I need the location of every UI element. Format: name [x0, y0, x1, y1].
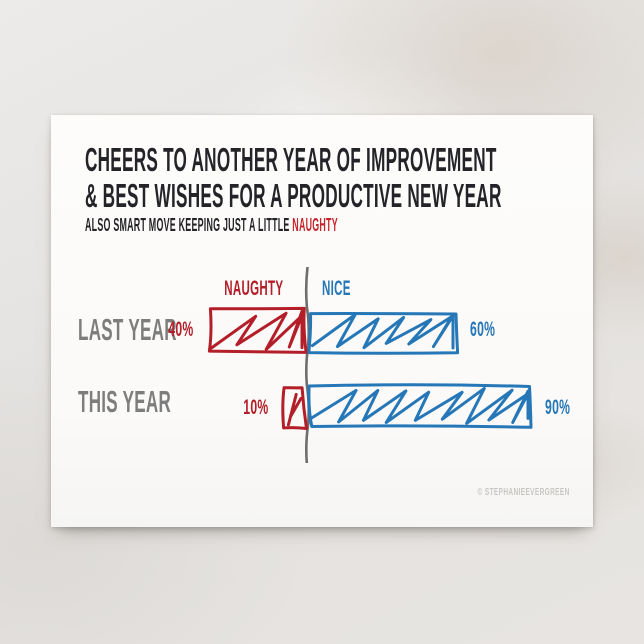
naughty-nice-chart: NAUGHTY NICE LAST YEAR 40% 60% THIS YEAR 10%…	[51, 115, 593, 527]
watermark-credit: © STEPHANIEEVERGREEN	[477, 486, 570, 498]
naughty-bar	[207, 306, 308, 354]
category-label: LAST YEAR	[78, 312, 177, 347]
headline-line-1-text: CHEERS TO ANOTHER YEAR OF IMPROVEMENT	[85, 141, 497, 178]
headline-line-2: & BEST WISHES FOR A PRODUCTIVE NEW YEAR	[85, 179, 644, 212]
subtitle: ALSO SMART MOVE KEEPING JUST A LITTLE NA…	[85, 214, 612, 235]
naughty-value-label: 40%	[168, 318, 194, 341]
chart-rows: LAST YEAR 40% 60% THIS YEAR 10% 90%	[51, 115, 593, 527]
postcard: CHEERS TO ANOTHER YEAR OF IMPROVEMENT & …	[51, 115, 593, 527]
subtitle-highlight: NAUGHTY	[292, 214, 338, 235]
naughty-column-label: NAUGHTY	[223, 277, 283, 300]
category-label: THIS YEAR	[78, 384, 172, 419]
naughty-value-label: 10%	[243, 396, 269, 419]
nice-bar	[307, 312, 460, 355]
headline-line-1: CHEERS TO ANOTHER YEAR OF IMPROVEMENT	[85, 143, 644, 176]
naughty-bar	[281, 386, 308, 430]
nice-column-label: NICE	[322, 277, 351, 300]
nice-value-label: 90%	[545, 396, 571, 419]
nice-bar	[307, 383, 533, 429]
nice-value-label: 60%	[470, 318, 496, 341]
subtitle-text: ALSO SMART MOVE KEEPING JUST A LITTLE	[85, 214, 290, 235]
headline-line-2-text: & BEST WISHES FOR A PRODUCTIVE NEW YEAR	[85, 177, 502, 214]
